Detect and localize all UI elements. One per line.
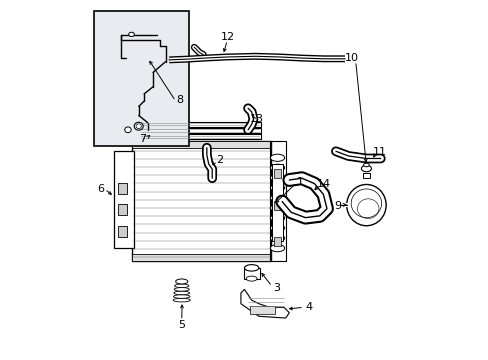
Bar: [139, 122, 260, 127]
Ellipse shape: [174, 284, 188, 288]
Polygon shape: [241, 289, 289, 318]
Ellipse shape: [270, 215, 284, 222]
Bar: [113, 151, 134, 248]
Bar: [273, 169, 281, 178]
Bar: [244, 268, 259, 279]
Ellipse shape: [174, 291, 189, 295]
Text: 8: 8: [176, 95, 183, 105]
Ellipse shape: [270, 154, 284, 161]
Text: 5: 5: [178, 320, 185, 330]
Bar: [118, 183, 126, 194]
Ellipse shape: [363, 163, 368, 167]
Ellipse shape: [124, 127, 131, 133]
Bar: [273, 201, 281, 210]
Ellipse shape: [270, 174, 284, 181]
Text: 6: 6: [97, 184, 103, 194]
Ellipse shape: [270, 204, 284, 212]
Text: 14: 14: [316, 179, 330, 189]
Text: 1: 1: [296, 177, 303, 187]
Ellipse shape: [173, 298, 190, 302]
Ellipse shape: [175, 279, 187, 284]
Text: 10: 10: [344, 53, 358, 63]
Text: 13: 13: [249, 114, 264, 124]
Text: 7: 7: [139, 134, 145, 144]
Bar: [139, 134, 260, 139]
Bar: [118, 226, 126, 237]
Bar: [272, 164, 283, 241]
Bar: [269, 140, 285, 261]
Ellipse shape: [270, 164, 284, 171]
Ellipse shape: [173, 295, 190, 298]
Ellipse shape: [134, 122, 143, 130]
Text: 9: 9: [333, 201, 341, 211]
Bar: [249, 306, 274, 315]
Ellipse shape: [174, 288, 189, 291]
Text: 11: 11: [372, 147, 386, 157]
Bar: [131, 140, 271, 261]
Ellipse shape: [270, 234, 284, 242]
Ellipse shape: [361, 165, 371, 172]
Text: 4: 4: [305, 302, 312, 312]
Ellipse shape: [346, 184, 386, 226]
Ellipse shape: [136, 124, 141, 129]
Ellipse shape: [128, 32, 134, 37]
Ellipse shape: [270, 184, 284, 192]
Text: 12: 12: [221, 32, 235, 41]
Ellipse shape: [270, 244, 284, 252]
Bar: [94, 12, 188, 146]
Ellipse shape: [270, 194, 284, 202]
Bar: [118, 204, 126, 215]
Ellipse shape: [244, 265, 258, 271]
Bar: [139, 128, 260, 133]
Bar: [273, 237, 281, 246]
Ellipse shape: [246, 276, 257, 281]
Text: 2: 2: [215, 155, 223, 165]
Text: 3: 3: [273, 283, 280, 293]
Ellipse shape: [270, 225, 284, 231]
Bar: [131, 253, 271, 261]
Bar: [131, 141, 271, 148]
Bar: [362, 173, 369, 178]
